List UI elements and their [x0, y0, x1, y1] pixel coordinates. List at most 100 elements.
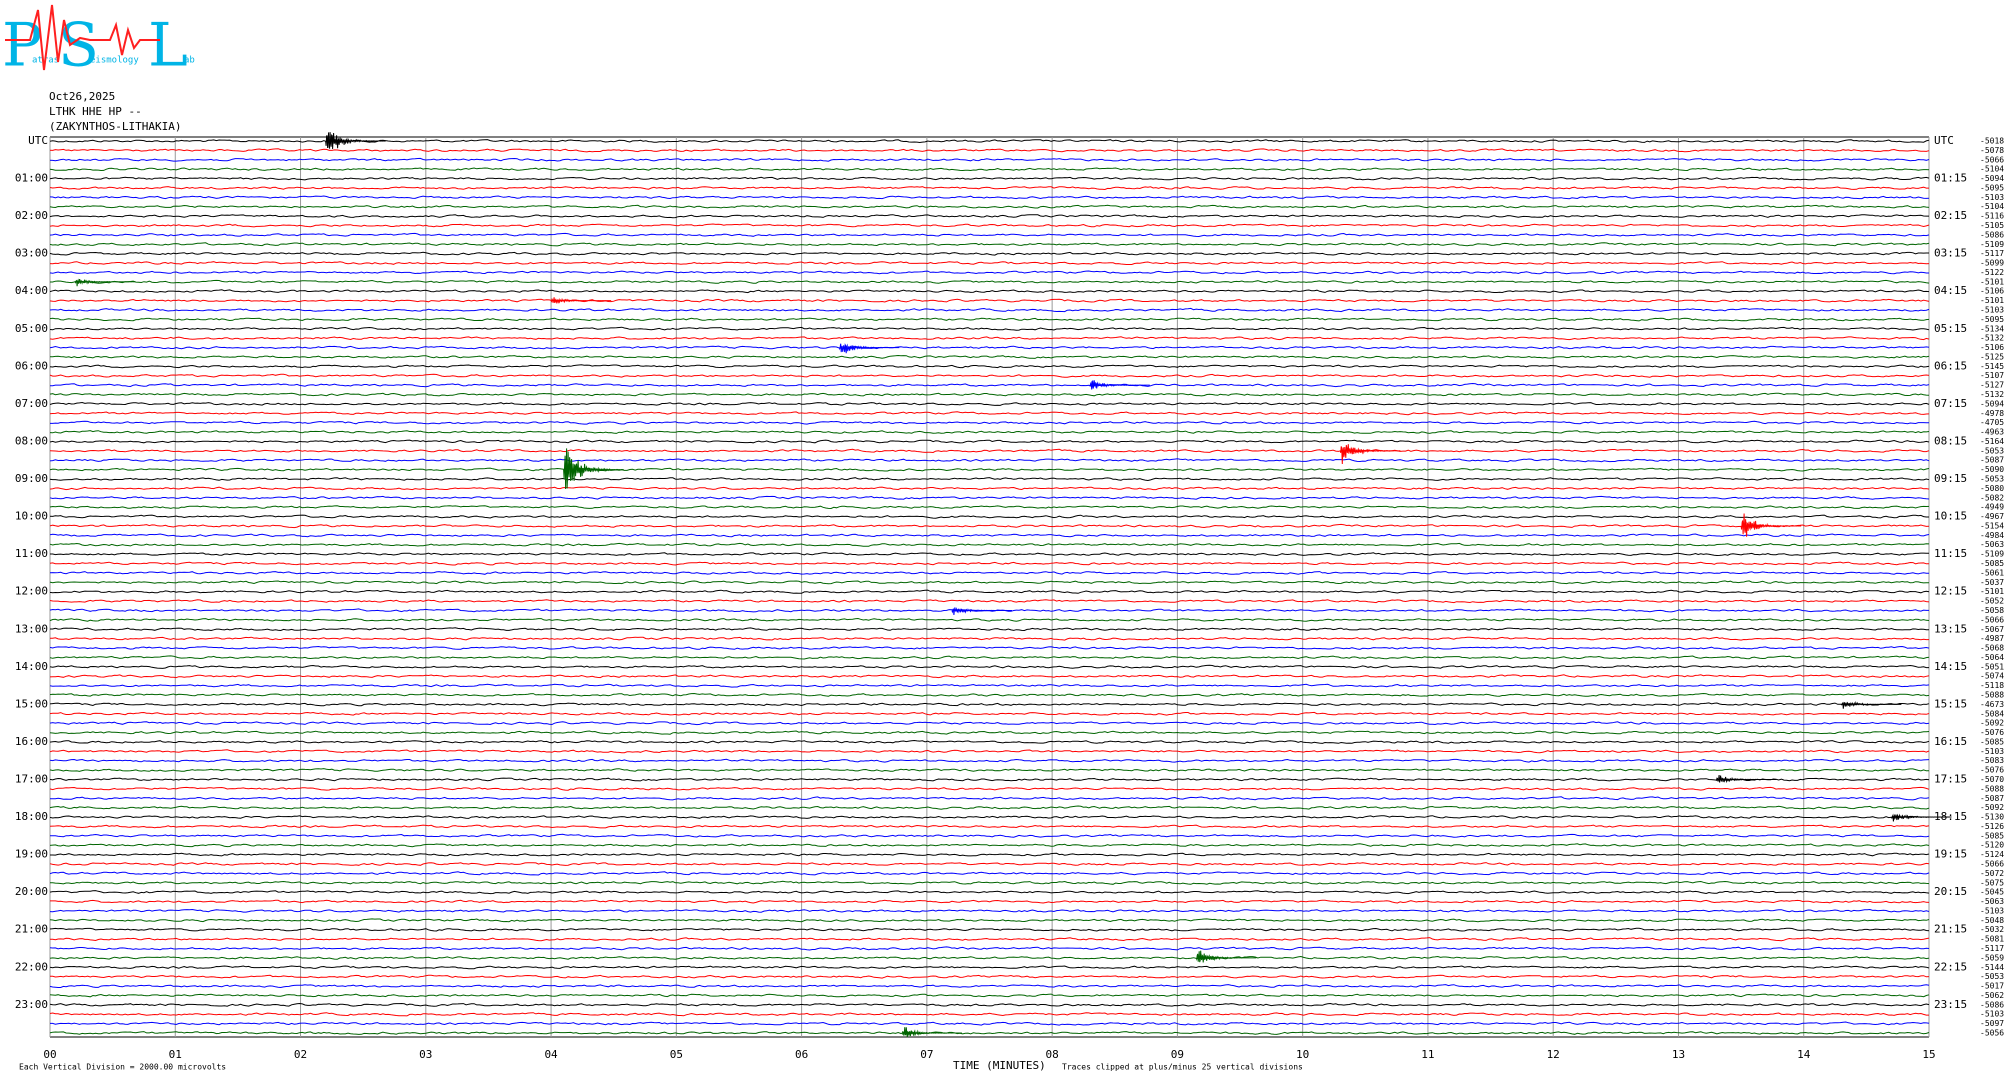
trace	[49, 843, 1930, 848]
trace	[50, 627, 1930, 632]
trace-offset: -5066	[1980, 859, 2004, 868]
trace	[50, 552, 1929, 557]
trace	[50, 974, 1930, 979]
trace	[49, 317, 1930, 322]
trace-offset: -5083	[1980, 756, 2004, 765]
trace-offset: -5095	[1980, 315, 2004, 324]
trace	[49, 908, 1930, 913]
trace	[49, 176, 1930, 181]
trace-offset: -5134	[1980, 324, 2004, 333]
trace-offset: -5117	[1980, 944, 2004, 953]
trace	[49, 307, 1930, 313]
trace-offset: -5080	[1980, 484, 2004, 493]
left-time-label: 04:00	[15, 284, 48, 297]
left-time-label: 05:00	[15, 322, 48, 335]
trace-offset: -5101	[1980, 277, 2004, 286]
trace	[49, 289, 1930, 294]
trace-offset: -5092	[1980, 719, 2004, 728]
trace-offset: -5087	[1980, 794, 2004, 803]
trace	[49, 739, 1930, 744]
x-axis-label: TIME (MINUTES)	[953, 1059, 1046, 1072]
trace-offset: -4705	[1980, 418, 2004, 427]
trace-offset: -5126	[1980, 822, 2004, 831]
trace	[50, 1021, 1930, 1026]
trace	[49, 918, 1930, 923]
trace	[49, 599, 1930, 604]
left-time-label: 15:00	[15, 697, 48, 710]
trace	[49, 251, 1929, 256]
trace	[49, 223, 1930, 228]
x-tick-label: 01	[169, 1048, 182, 1061]
trace-offset: -5085	[1980, 737, 2004, 746]
trace	[49, 786, 1930, 791]
left-time-label: 10:00	[15, 510, 48, 523]
left-time-label: 14:00	[15, 660, 48, 673]
trace-offset: -5081	[1980, 935, 2004, 944]
event	[1715, 774, 1777, 784]
trace	[49, 815, 1930, 819]
trace	[49, 768, 1930, 772]
trace	[50, 279, 1930, 284]
trace	[50, 636, 1929, 641]
right-time-label: 01:15	[1934, 172, 1967, 185]
event	[1089, 380, 1150, 390]
left-time-label: 11:00	[15, 547, 48, 560]
right-time-label: 17:15	[1934, 772, 1967, 785]
trace-offset: -5086	[1980, 230, 2004, 239]
trace	[49, 298, 1930, 303]
trace	[49, 965, 1930, 970]
trace-offset: -5088	[1980, 690, 2004, 699]
trace	[49, 533, 1930, 538]
date: Oct26,2025	[49, 90, 115, 103]
trace	[50, 899, 1930, 904]
trace	[49, 805, 1930, 810]
trace	[49, 589, 1930, 594]
trace-offset: -5106	[1980, 287, 2004, 296]
right-time-label: 19:15	[1934, 848, 1967, 861]
trace-offset: -4673	[1980, 700, 2004, 709]
event	[951, 607, 1012, 615]
trace	[49, 382, 1930, 388]
trace-offset: -5070	[1980, 775, 2004, 784]
trace	[49, 655, 1930, 660]
trace-offset: -5094	[1980, 399, 2004, 408]
trace-offset: -5053	[1980, 475, 2004, 484]
trace-offset: -5064	[1980, 653, 2004, 662]
trace-offset: -5144	[1980, 963, 2004, 972]
trace-offset: -5105	[1980, 221, 2004, 230]
trace	[49, 645, 1930, 650]
event	[550, 297, 612, 305]
trace	[49, 458, 1930, 463]
left-time-label: 19:00	[15, 848, 48, 861]
trace	[49, 242, 1930, 247]
trace	[49, 674, 1930, 679]
left-time-label: 18:00	[15, 810, 48, 823]
trace	[49, 326, 1930, 331]
trace-offset: -5059	[1980, 953, 2004, 962]
trace-offset: -5032	[1980, 925, 2004, 934]
trace	[49, 871, 1930, 876]
trace	[49, 270, 1929, 275]
trace	[49, 702, 1930, 707]
right-time-label: 07:15	[1934, 397, 1967, 410]
trace-offset: -5085	[1980, 559, 2004, 568]
trace-offset: -5053	[1980, 446, 2004, 455]
trace	[49, 824, 1930, 829]
trace-offset: -5018	[1980, 137, 2004, 146]
trace	[49, 486, 1930, 491]
trace-offset: -5104	[1980, 165, 2004, 174]
trace-offset: -5107	[1980, 371, 2004, 380]
trace	[49, 617, 1930, 622]
trace-offset: -5058	[1980, 606, 2004, 615]
left-time-label: 22:00	[15, 960, 48, 973]
x-tick-label: 05	[670, 1048, 683, 1061]
right-time-label: UTC	[1934, 134, 1954, 147]
event	[325, 132, 386, 150]
trace-offset: -5051	[1980, 662, 2004, 671]
trace-offset: -5075	[1980, 878, 2004, 887]
trace	[49, 571, 1929, 575]
trace-offset: -4949	[1980, 503, 2004, 512]
event	[838, 343, 900, 354]
trace	[49, 373, 1930, 378]
